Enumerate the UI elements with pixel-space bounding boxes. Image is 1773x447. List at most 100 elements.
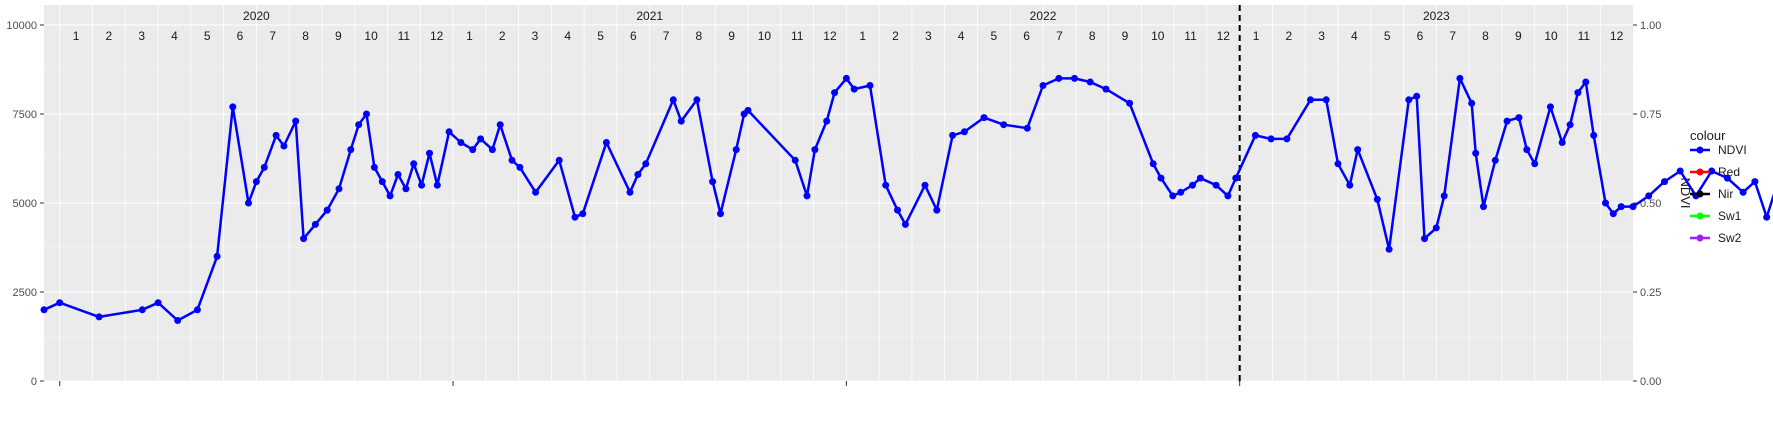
data-point-ndvi [138,306,146,314]
data-point-ndvi [1440,192,1448,200]
month-label: 8 [1482,29,1489,43]
month-label: 1 [859,29,866,43]
data-point-ndvi [40,306,48,314]
legend-swatch-dot [1696,212,1704,220]
data-point-ndvi [193,306,201,314]
month-label: 6 [1417,29,1424,43]
data-point-ndvi [300,235,308,243]
month-label: 10 [1151,29,1165,43]
data-point-ndvi [1558,139,1566,146]
data-point-ndvi [1346,181,1354,189]
y-right-tick-label: 0.00 [1640,376,1661,388]
data-point-ndvi [477,135,485,143]
data-point-ndvi [311,220,319,228]
month-label: 7 [269,29,276,43]
data-point-ndvi [1322,96,1330,104]
data-point-ndvi [823,117,831,125]
data-point-ndvi [1609,210,1617,218]
month-label: 12 [1217,29,1231,43]
month-label: 2 [106,29,113,43]
data-point-ndvi [445,128,453,136]
y-left-tick-label: 7500 [13,109,37,121]
data-point-ndvi [457,139,465,146]
data-point-ndvi [95,313,103,321]
data-point-ndvi [1456,74,1464,82]
month-label: 5 [991,29,998,43]
data-point-ndvi [960,128,968,136]
data-point-ndvi [1546,103,1554,111]
month-label: 12 [1610,29,1624,43]
data-point-ndvi [1763,213,1771,221]
legend-swatch-dot [1696,168,1704,176]
y-right-tick-label: 0.75 [1640,109,1661,121]
month-label: 11 [791,29,804,43]
year-label: 2023 [1423,9,1450,23]
legend-label-red: Red [1718,165,1740,179]
legend-swatch-dot [1696,234,1704,242]
month-label: 5 [1384,29,1391,43]
month-label: 7 [1056,29,1063,43]
data-point-ndvi [347,146,355,154]
data-point-ndvi [56,299,64,307]
data-point-ndvi [1405,96,1413,104]
data-point-ndvi [1515,114,1523,122]
data-point-ndvi [1590,131,1598,139]
data-point-ndvi [901,220,909,228]
data-point-ndvi [555,156,563,164]
month-label: 2 [1286,29,1293,43]
data-point-ndvi [1039,82,1047,89]
month-label: 4 [1351,29,1358,43]
data-point-ndvi [496,121,504,129]
data-point-ndvi [669,96,677,104]
data-point-ndvi [1491,156,1499,164]
data-point-ndvi [1157,174,1165,182]
data-point-ndvi [732,146,740,154]
month-label: 5 [204,29,211,43]
data-point-ndvi [488,146,496,154]
data-point-ndvi [571,213,579,221]
month-label: 1 [466,29,473,43]
data-point-ndvi [1251,131,1259,139]
legend-swatch-dot [1696,190,1704,198]
y-right-tick-label: 1.00 [1640,20,1661,32]
data-point-ndvi [532,188,540,196]
data-point-ndvi [1645,192,1653,200]
legend-label-nir: Nir [1718,187,1733,201]
data-point-ndvi [831,89,839,97]
data-point-ndvi [894,206,901,214]
month-label: 12 [823,29,837,43]
data-point-ndvi [1307,96,1314,104]
data-point-ndvi [1232,174,1240,182]
month-label: 10 [758,29,772,43]
data-point-ndvi [1023,124,1031,132]
month-label: 11 [398,29,411,43]
data-point-ndvi [292,117,300,125]
month-label: 7 [1449,29,1456,43]
data-point-ndvi [933,206,941,214]
data-point-ndvi [280,142,288,150]
data-point-ndvi [174,317,182,324]
month-label: 4 [958,29,965,43]
legend-swatch-dot [1696,146,1704,154]
data-point-ndvi [1629,203,1637,211]
data-point-ndvi [1617,203,1625,211]
month-label: 2 [499,29,506,43]
data-point-ndvi [579,210,587,218]
month-label: 6 [1023,29,1030,43]
data-point-ndvi [642,160,650,168]
data-point-ndvi [363,110,370,118]
data-point-ndvi [1354,146,1362,154]
data-point-ndvi [1149,160,1157,168]
data-point-ndvi [1385,245,1393,253]
data-point-ndvi [1676,167,1684,175]
month-label: 12 [430,29,444,43]
data-point-ndvi [626,188,634,196]
month-label: 7 [663,29,670,43]
data-point-ndvi [378,178,386,186]
y-right-tick-label: 0.25 [1640,287,1661,299]
data-point-ndvi [1267,135,1275,143]
data-point-ndvi [1523,146,1531,154]
data-point-ndvi [469,146,477,154]
